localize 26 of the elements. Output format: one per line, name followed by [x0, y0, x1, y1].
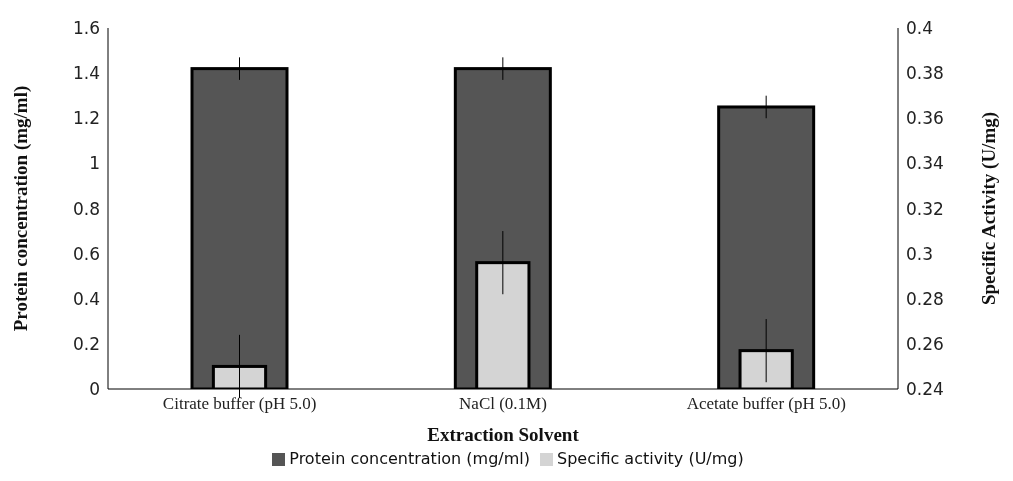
y2-tick-label: 0.34	[906, 153, 944, 174]
y2-tick-label: 0.3	[906, 243, 934, 264]
y-tick-label: 0.6	[72, 243, 100, 264]
y-tick-label: 0.4	[72, 288, 100, 309]
y-tick-label: 1.4	[72, 63, 100, 84]
y2-tick-label: 0.38	[906, 63, 944, 84]
y-axis-title: Protein concentration (mg/ml)	[9, 85, 32, 332]
y2-tick-label: 0.24	[906, 379, 944, 400]
legend-label: Protein concentration (mg/ml)	[289, 449, 530, 468]
y2-tick-label: 0.28	[906, 288, 944, 309]
y-tick-label: 0.2	[72, 333, 100, 354]
y2-axis-title: Specific Activity (U/mg)	[977, 111, 1000, 306]
y-tick-label: 0	[89, 379, 100, 400]
x-tick-label: Citrate buffer (pH 5.0)	[162, 394, 317, 414]
y-tick-label: 1.2	[72, 108, 100, 129]
y-tick-label: 1.6	[72, 18, 100, 39]
y-tick-label: 1	[89, 153, 100, 174]
y2-tick-label: 0.32	[906, 198, 944, 219]
x-axis-title: Extraction Solvent	[427, 424, 580, 445]
x-tick-label: NaCl (0.1M)	[459, 394, 547, 414]
x-tick-label: Acetate buffer (pH 5.0)	[686, 394, 846, 414]
legend-label: Specific activity (U/mg)	[556, 449, 744, 468]
y2-tick-label: 0.36	[906, 108, 944, 129]
y2-tick-label: 0.4	[906, 18, 934, 39]
y2-tick-label: 0.26	[906, 333, 944, 354]
y-tick-label: 0.8	[72, 198, 100, 219]
